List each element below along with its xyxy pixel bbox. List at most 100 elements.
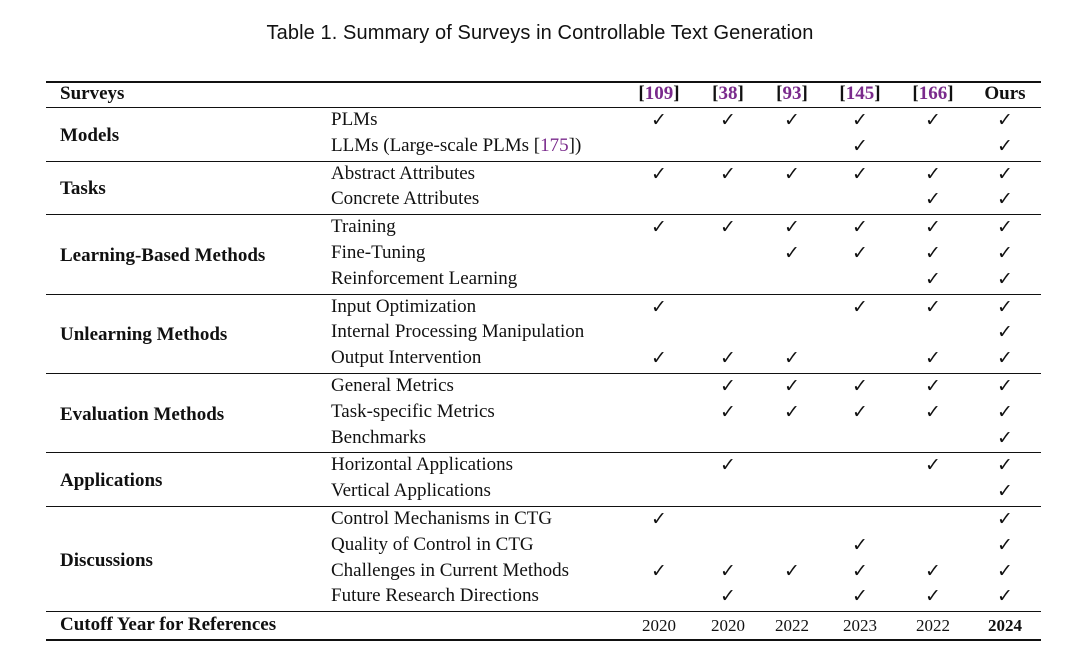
check-mark-icon: ✓ xyxy=(925,295,941,318)
row-label: Future Research Directions xyxy=(331,585,539,607)
check-mark-icon: ✓ xyxy=(651,347,667,370)
check-mark-icon: ✓ xyxy=(720,216,736,239)
check-mark-icon: ✓ xyxy=(852,162,868,185)
check-mark-icon: ✓ xyxy=(925,109,941,131)
check-mark-icon: ✓ xyxy=(925,375,941,397)
row-label: Training xyxy=(331,216,396,238)
row-label: Task-specific Metrics xyxy=(331,400,495,422)
check-mark-icon: ✓ xyxy=(997,454,1013,477)
cutoff-year: 2024 xyxy=(988,616,1022,636)
check-mark-icon: ✓ xyxy=(997,347,1013,370)
check-mark-icon: ✓ xyxy=(997,162,1013,185)
column-header: [93] xyxy=(762,83,822,105)
row-label: Reinforcement Learning xyxy=(331,267,518,289)
row-label: Horizontal Applications xyxy=(331,454,514,476)
group-separator-rule xyxy=(46,214,1041,216)
row-label: Vertical Applications xyxy=(331,480,491,502)
check-mark-icon: ✓ xyxy=(925,162,941,185)
check-mark-icon: ✓ xyxy=(720,559,736,582)
check-mark-icon: ✓ xyxy=(784,216,800,239)
row-label: General Metrics xyxy=(331,375,454,396)
check-mark-icon: ✓ xyxy=(852,559,868,582)
group-label: Evaluation Methods xyxy=(60,403,225,425)
group-separator-rule xyxy=(46,452,1041,454)
group-label: Models xyxy=(60,124,120,146)
group-separator-rule xyxy=(46,506,1041,507)
check-mark-icon: ✓ xyxy=(925,454,941,477)
check-mark-icon: ✓ xyxy=(651,508,667,530)
group-label: Discussions xyxy=(60,549,153,571)
check-mark-icon: ✓ xyxy=(997,295,1013,318)
row-label: Internal Processing Manipulation xyxy=(331,321,585,343)
check-mark-icon: ✓ xyxy=(784,347,800,370)
close-bracket: ] xyxy=(947,83,954,104)
citation-ref: 175 xyxy=(540,134,569,156)
open-bracket: [ xyxy=(839,83,846,104)
check-mark-icon: ✓ xyxy=(925,242,941,264)
row-label: Output Intervention xyxy=(331,347,482,369)
check-mark-icon: ✓ xyxy=(720,585,736,608)
row-label-text: ]) xyxy=(568,134,582,156)
check-mark-icon: ✓ xyxy=(720,375,736,397)
check-mark-icon: ✓ xyxy=(784,375,800,397)
check-mark-icon: ✓ xyxy=(651,162,667,185)
check-mark-icon: ✓ xyxy=(852,585,868,608)
row-label: PLMs xyxy=(331,109,378,130)
check-mark-icon: ✓ xyxy=(784,400,800,423)
column-header: [38] xyxy=(698,83,758,105)
open-bracket: [ xyxy=(712,83,719,104)
open-bracket: [ xyxy=(776,83,783,104)
row-label: Concrete Attributes xyxy=(331,188,480,210)
citation-ref: 145 xyxy=(845,83,875,104)
group-separator-rule xyxy=(46,373,1041,374)
citation-ref: 38 xyxy=(718,83,738,104)
row-label-text: LLMs (Large-scale PLMs [ xyxy=(331,134,541,156)
group-label: Tasks xyxy=(60,178,106,200)
row-label: LLMs (Large-scale PLMs [175]) xyxy=(331,135,581,157)
check-mark-icon: ✓ xyxy=(997,480,1013,503)
group-label: Learning-Based Methods xyxy=(60,244,266,266)
group-separator-rule xyxy=(46,293,1041,295)
check-mark-icon: ✓ xyxy=(925,216,941,239)
check-mark-icon: ✓ xyxy=(852,242,868,264)
citation-ref: 109 xyxy=(644,83,674,104)
check-mark-icon: ✓ xyxy=(997,188,1013,211)
check-mark-icon: ✓ xyxy=(925,347,941,370)
close-bracket: ] xyxy=(801,83,808,104)
check-mark-icon: ✓ xyxy=(852,134,868,157)
check-mark-icon: ✓ xyxy=(651,109,667,131)
citation-ref: 93 xyxy=(782,83,802,104)
column-header: [166] xyxy=(903,83,963,105)
header-surveys-label: Surveys xyxy=(60,83,125,104)
table-top-rule xyxy=(46,81,1041,83)
check-mark-icon: ✓ xyxy=(925,267,941,290)
check-mark-icon: ✓ xyxy=(997,242,1013,264)
check-mark-icon: ✓ xyxy=(925,188,941,211)
check-mark-icon: ✓ xyxy=(852,533,868,556)
check-mark-icon: ✓ xyxy=(997,426,1013,449)
close-bracket: ] xyxy=(673,83,680,104)
row-label: Input Optimization xyxy=(331,295,477,317)
check-mark-icon: ✓ xyxy=(997,134,1013,157)
row-label: Benchmarks xyxy=(331,426,426,448)
cutoff-year: 2022 xyxy=(916,616,950,636)
check-mark-icon: ✓ xyxy=(925,585,941,608)
header-rule xyxy=(46,107,1041,108)
check-mark-icon: ✓ xyxy=(997,508,1013,530)
group-label: Applications xyxy=(60,470,163,492)
check-mark-icon: ✓ xyxy=(852,216,868,239)
check-mark-icon: ✓ xyxy=(852,375,868,397)
close-bracket: ] xyxy=(874,83,881,104)
check-mark-icon: ✓ xyxy=(720,454,736,477)
open-bracket: [ xyxy=(638,83,645,104)
cutoff-year: 2020 xyxy=(642,616,676,636)
check-mark-icon: ✓ xyxy=(997,375,1013,397)
check-mark-icon: ✓ xyxy=(852,400,868,423)
check-mark-icon: ✓ xyxy=(651,295,667,318)
column-header: Ours xyxy=(984,83,1026,104)
table-bottom-rule xyxy=(46,639,1041,641)
footer-label: Cutoff Year for References xyxy=(60,614,277,636)
check-mark-icon: ✓ xyxy=(997,585,1013,608)
row-label: Quality of Control in CTG xyxy=(331,533,534,555)
cutoff-year: 2022 xyxy=(775,616,809,636)
